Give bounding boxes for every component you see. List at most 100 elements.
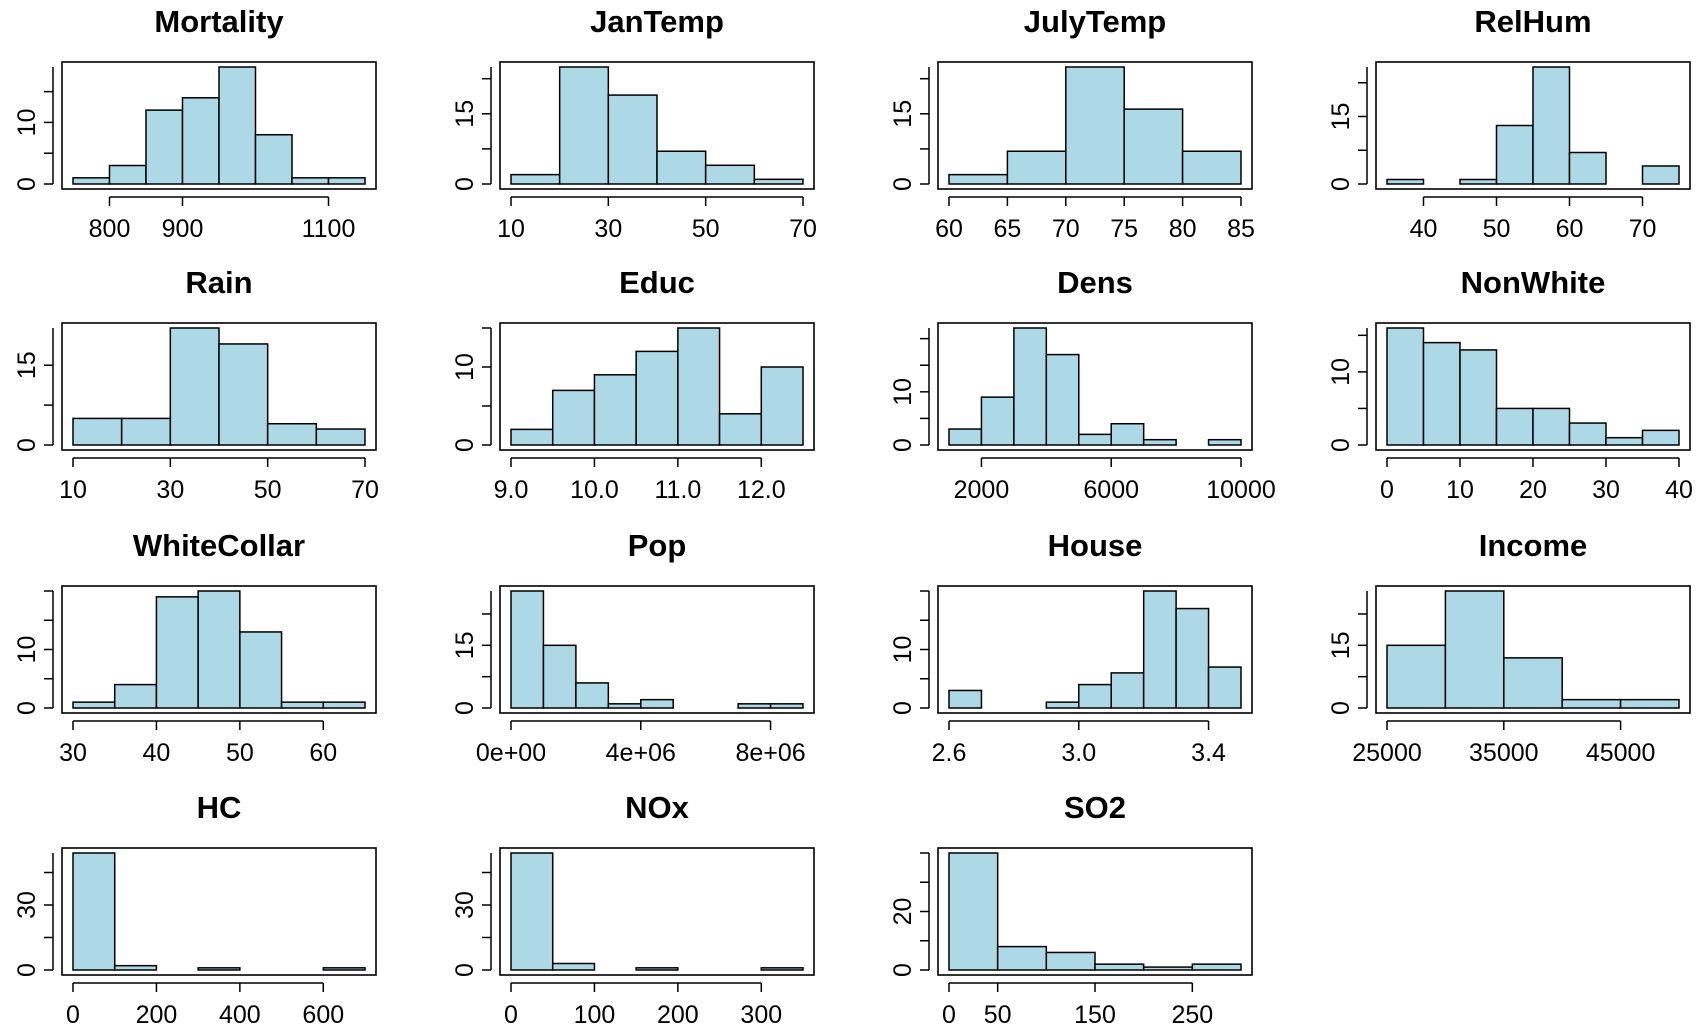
x-tick-label: 9.0 <box>494 476 529 504</box>
y-tick-label: 0 <box>13 177 41 191</box>
histogram-bar <box>718 413 763 446</box>
x-tick-label: 10.0 <box>570 476 619 504</box>
histogram-bar <box>1459 178 1498 185</box>
histogram-bar <box>1123 108 1184 185</box>
x-tick-label: 100 <box>574 1001 616 1029</box>
histogram-bar <box>1422 341 1461 446</box>
histogram-bar <box>1503 657 1563 709</box>
histogram-bar <box>72 417 123 446</box>
y-tick-label: 10 <box>13 636 41 664</box>
x-tick-label: 85 <box>1227 215 1255 243</box>
histogram-bar <box>218 343 269 446</box>
x-tick-label: 25000 <box>1352 739 1422 767</box>
x-tick-label: 10000 <box>1206 476 1276 504</box>
panel-title: Mortality <box>154 4 284 39</box>
histogram-bar <box>113 683 158 709</box>
histogram-bar <box>1065 66 1125 185</box>
y-tick-label: 0 <box>889 963 917 977</box>
x-tick-label: 30 <box>594 215 622 243</box>
x-tick-label: 20 <box>1519 476 1547 504</box>
y-tick-label: 0 <box>451 701 479 715</box>
panel-title: Educ <box>619 265 695 300</box>
x-tick-label: 50 <box>1483 215 1511 243</box>
panel-title: Rain <box>185 265 252 300</box>
plot-frame <box>499 847 815 976</box>
histogram-panel: NonWhite 0 10 20 30 40 0 10 <box>1327 265 1693 504</box>
histogram-bar <box>72 852 116 971</box>
histogram-bar <box>1605 436 1644 446</box>
histogram-bar <box>607 703 642 709</box>
histogram-bar <box>542 644 577 709</box>
histogram-panel: Dens 2000 6000 10000 0 10 <box>889 265 1276 504</box>
x-tick-label: 60 <box>935 215 963 243</box>
histogram-panel: RelHum 40 50 60 70 0 15 <box>1327 4 1691 243</box>
histogram-bar <box>510 590 545 709</box>
histogram-bar <box>1094 963 1145 971</box>
y-tick-label: 15 <box>1327 631 1355 659</box>
histogram-bar <box>510 852 554 971</box>
histogram-bar <box>996 945 1048 971</box>
plot-frame <box>61 322 377 451</box>
y-tick-label: 0 <box>451 963 479 977</box>
histogram-bar <box>635 967 679 971</box>
histogram-bar <box>1045 353 1080 446</box>
x-tick-label: 50 <box>692 215 720 243</box>
y-tick-label: 0 <box>889 438 917 452</box>
histogram-bar <box>1110 672 1145 709</box>
x-tick-label: 40 <box>1410 215 1438 243</box>
histogram-bar <box>980 396 1015 446</box>
x-tick-label: 70 <box>1052 215 1080 243</box>
x-tick-label: 4e+06 <box>606 739 676 767</box>
histogram-bar <box>1013 327 1048 446</box>
histogram-bar <box>1078 433 1112 446</box>
x-tick-label: 40 <box>1665 476 1693 504</box>
x-tick-label: 30 <box>59 739 87 767</box>
histogram-bar <box>1568 151 1607 185</box>
histogram-bar <box>254 133 293 185</box>
y-tick-label: 15 <box>889 100 917 128</box>
y-tick-label: 15 <box>451 100 479 128</box>
histogram-bar <box>607 94 658 185</box>
histogram-bar <box>1619 698 1680 709</box>
histogram-bar <box>677 327 721 446</box>
histogram-panel: Educ 9.0 10.0 11.0 12.0 0 10 <box>451 265 815 504</box>
panel-title: JanTemp <box>590 4 724 39</box>
histogram-bar <box>948 852 999 971</box>
x-tick-label: 900 <box>162 215 204 243</box>
histogram-bar <box>72 177 111 185</box>
histogram-bar <box>1459 349 1498 446</box>
histogram-bar <box>1045 951 1096 971</box>
histogram-bar <box>1078 683 1112 709</box>
panel-title: SO2 <box>1064 790 1126 825</box>
y-tick-label: 0 <box>1327 438 1355 452</box>
y-tick-label: 15 <box>13 351 41 379</box>
histogram-bar <box>640 698 674 709</box>
x-tick-label: 50 <box>254 476 282 504</box>
histogram-bar <box>1142 966 1194 971</box>
x-tick-label: 8e+06 <box>735 739 805 767</box>
plot-frame <box>499 61 815 190</box>
x-tick-label: 200 <box>136 1001 178 1029</box>
histogram-bar <box>704 164 756 185</box>
panel-title: Pop <box>628 528 687 563</box>
x-tick-label: 80 <box>1169 215 1197 243</box>
y-tick-label: 10 <box>451 353 479 381</box>
histogram-bar <box>1444 590 1505 709</box>
histogram-bar <box>1641 429 1680 446</box>
x-tick-label: 30 <box>156 476 184 504</box>
histogram-bar <box>108 164 147 185</box>
histogram-bar <box>1181 150 1242 185</box>
histogram-bar <box>760 967 804 971</box>
histogram-bar <box>315 428 366 446</box>
panel-title: House <box>1048 528 1143 563</box>
x-tick-label: 60 <box>309 739 337 767</box>
plot-frame <box>61 61 377 190</box>
histogram-bar <box>1568 422 1607 446</box>
x-tick-label: 0 <box>504 1001 518 1029</box>
histogram-bar <box>218 66 257 185</box>
histogram-bar <box>510 173 561 185</box>
y-tick-label: 10 <box>13 109 41 137</box>
x-tick-label: 11.0 <box>654 476 701 504</box>
histogram-bar <box>593 374 637 446</box>
